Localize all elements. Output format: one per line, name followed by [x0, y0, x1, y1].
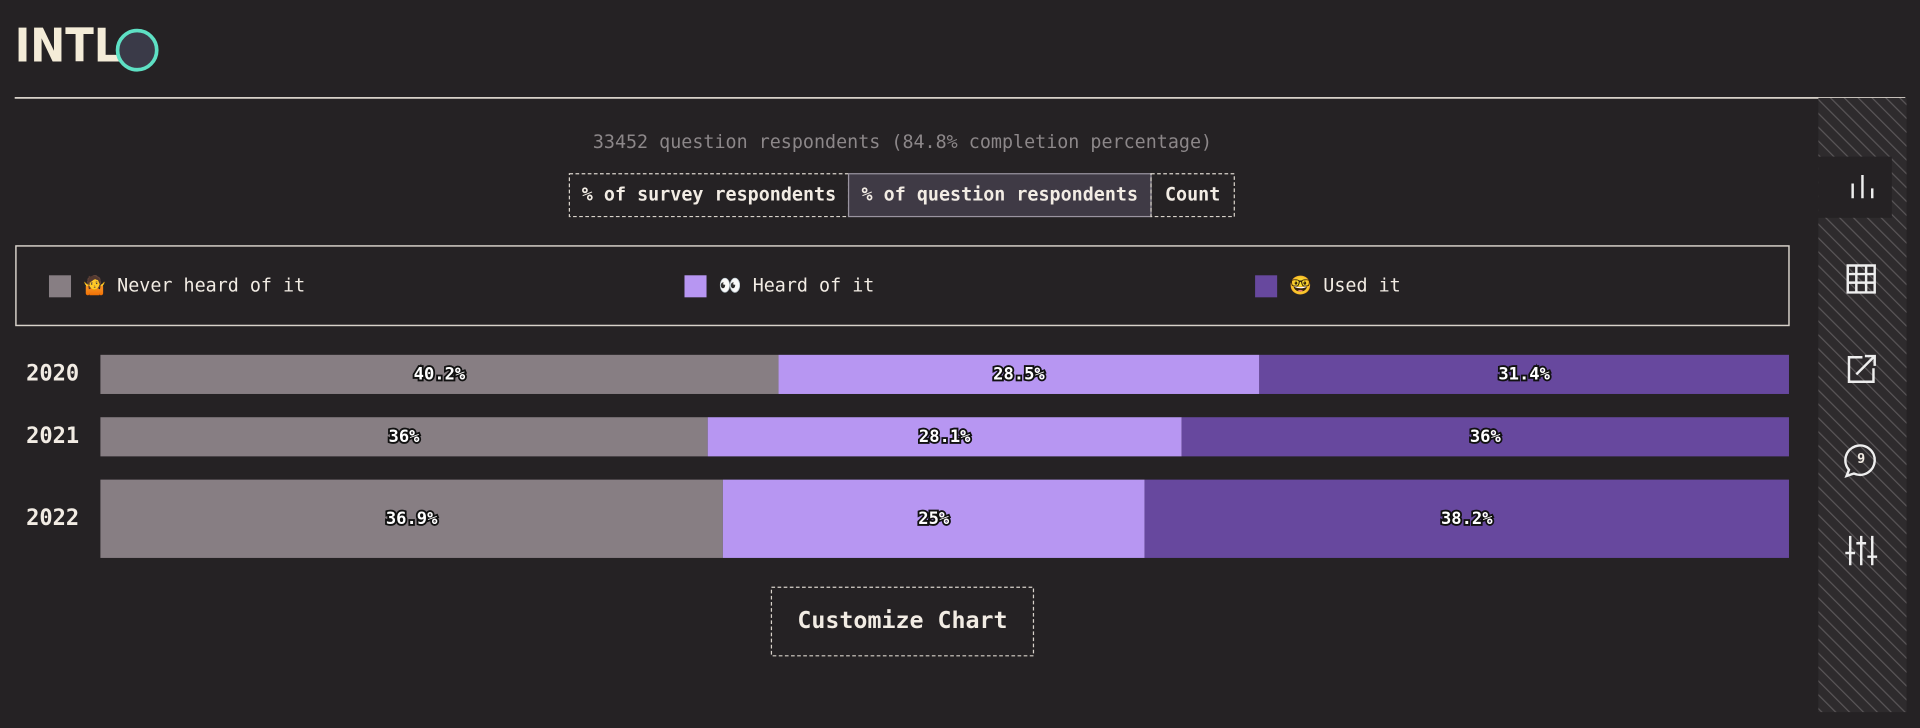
bar-segment	[100, 479, 723, 558]
value-label: 31.4%	[1498, 364, 1550, 384]
legend-label: 🤷 Never heard of it	[83, 273, 305, 296]
bar-segment	[778, 354, 1260, 394]
bar-segment	[1259, 354, 1789, 394]
chart-icon[interactable]	[1851, 174, 1874, 199]
value-label: 38.2%	[1441, 509, 1493, 529]
year-label: 2021	[26, 424, 79, 449]
tab-label: % of survey respondents	[582, 185, 836, 206]
bar-segment	[1181, 417, 1789, 457]
value-label: 36%	[389, 427, 421, 447]
comment-count: 9	[1857, 452, 1865, 467]
tab[interactable]	[847, 173, 1152, 218]
value-label: 25%	[918, 509, 950, 529]
bar-segment	[1144, 479, 1789, 558]
tab-label: % of question respondents	[862, 185, 1138, 206]
tab[interactable]	[1150, 173, 1235, 218]
year-label: 2022	[26, 506, 79, 531]
value-label: 28.5%	[993, 364, 1045, 384]
bar-segment	[100, 354, 779, 394]
legend-box	[15, 245, 1790, 327]
customize-button[interactable]	[770, 586, 1035, 657]
tab-group: % of survey respondents % of question res…	[568, 173, 1235, 218]
value-label: 28.1%	[919, 427, 971, 447]
legend-label: 🤓 Used it	[1289, 274, 1400, 296]
bar-segment	[722, 479, 1145, 558]
comment-icon[interactable]	[1844, 444, 1876, 478]
legend: 🤷 Never heard of it 👀 Heard of it 🤓 Used i…	[48, 273, 1401, 298]
legend-swatch	[48, 275, 72, 298]
sidebar-active	[1818, 156, 1892, 218]
subtitle: 33452 question respondents (84.8% comple…	[593, 132, 1212, 153]
bar-segment	[707, 417, 1182, 457]
app-title: INTL	[15, 18, 121, 72]
value-label: 36%	[1470, 427, 1502, 447]
settings-icon[interactable]	[1845, 535, 1878, 566]
table-icon[interactable]	[1846, 264, 1876, 294]
tab-label: Count	[1165, 185, 1220, 206]
status-circle	[115, 28, 159, 72]
year-label: 2020	[26, 361, 79, 386]
sidebar-icons	[1844, 174, 1878, 566]
bar-segment	[100, 417, 708, 457]
customize-label: Customize Chart	[797, 607, 1007, 634]
value-label: 36.9%	[386, 509, 438, 529]
legend-swatch	[1255, 275, 1278, 298]
legend-label: 👀 Heard of it	[719, 275, 875, 296]
value-label: 40.2%	[414, 364, 466, 384]
legend-swatch	[684, 275, 707, 298]
share-icon[interactable]	[1847, 354, 1876, 383]
bars: 2020 40.2% 28.5% 31.4% 2021 36% 28.1% 36% 2022 36…	[26, 354, 1789, 558]
